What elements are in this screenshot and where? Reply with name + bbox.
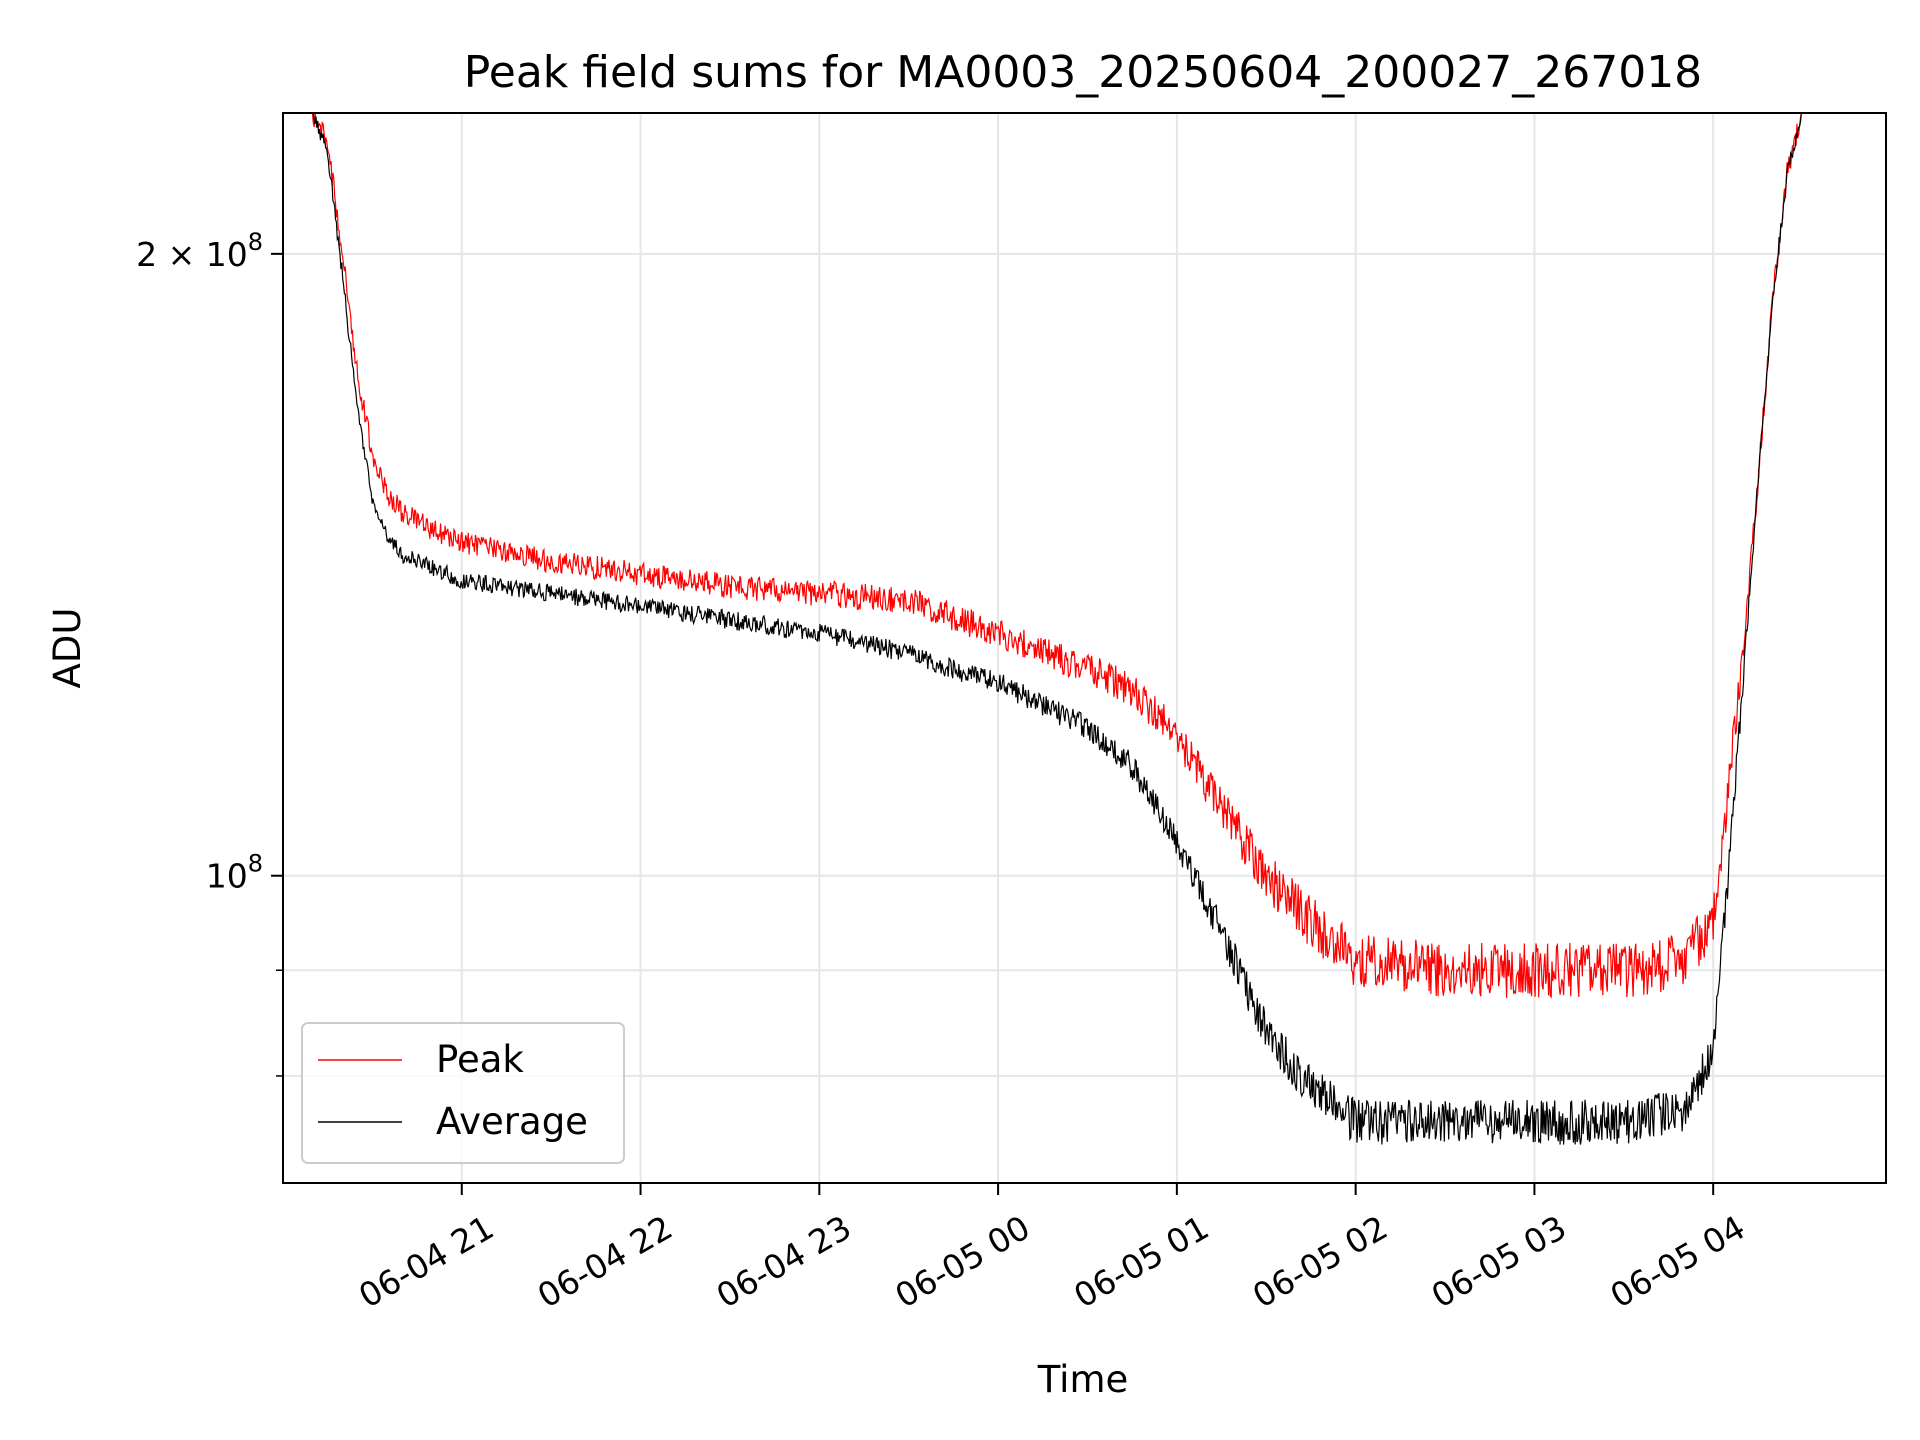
series-line-peak [283, 113, 1886, 999]
chart-title: Peak field sums for MA0003_20250604_2000… [464, 47, 1702, 98]
y-tick-label: 2 × 108 [136, 228, 263, 274]
y-axis-label: ADU [46, 608, 89, 689]
series-line-average [283, 113, 1886, 1145]
legend: Peak Average [301, 1022, 625, 1164]
legend-box [301, 1022, 625, 1164]
y-axis: 108 2 × 108 [136, 228, 283, 1077]
series-layer [283, 113, 1886, 1145]
legend-label-peak: Peak [436, 1038, 524, 1081]
plot-frame [282, 112, 1887, 1184]
y-tick-label: 108 [206, 850, 263, 896]
x-axis-label: Time [1037, 1358, 1129, 1401]
legend-label-average: Average [436, 1100, 588, 1143]
